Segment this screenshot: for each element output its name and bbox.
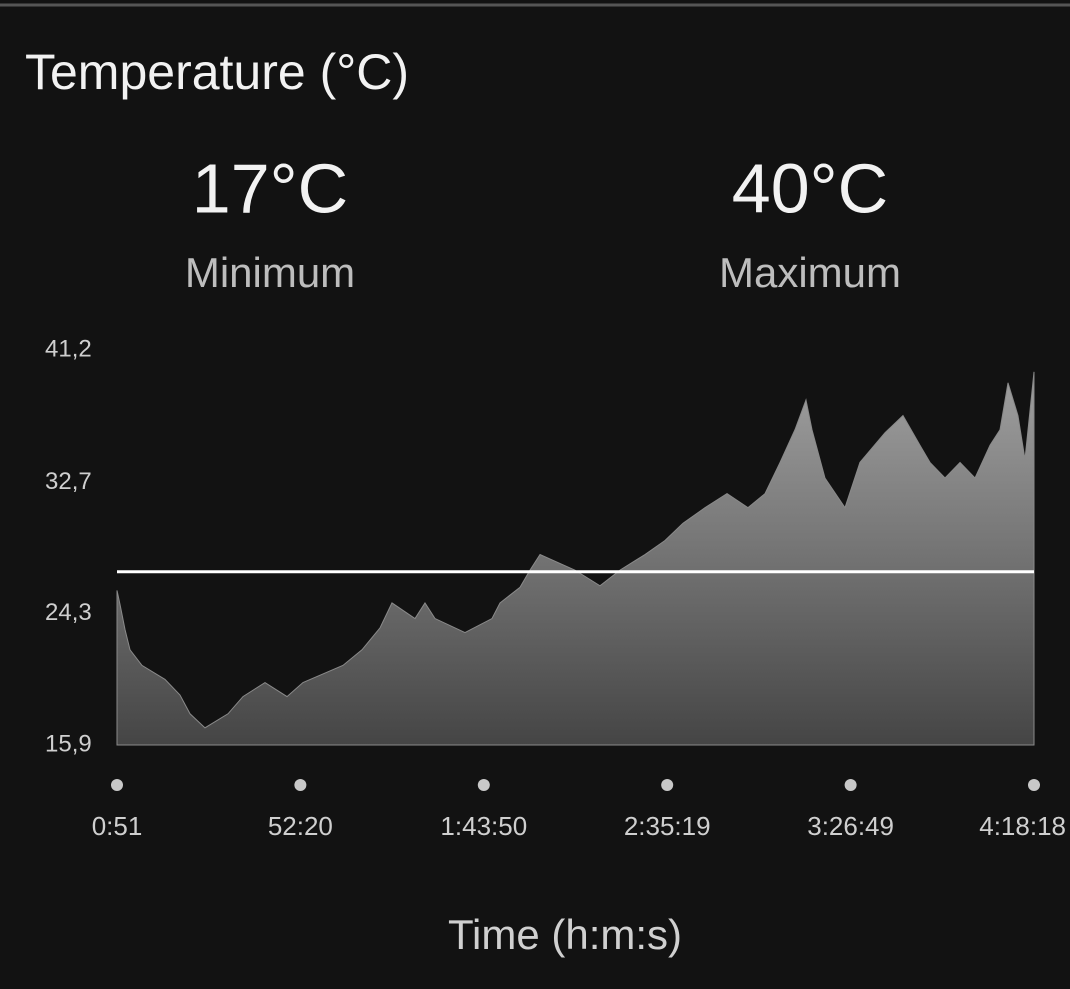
x-tick-dot [1028,779,1040,791]
y-tick-label: 41,2 [45,335,92,362]
y-tick-label: 15,9 [45,730,92,757]
x-tick-dot [661,779,674,791]
x-tick-label: 1:43:50 [440,811,527,841]
x-tick-dot [294,779,307,791]
x-tick-label: 52:20 [268,811,333,841]
stat-label: Minimum [185,249,355,296]
stat-label: Maximum [719,249,901,296]
x-tick-dot [111,779,123,791]
area [116,371,1035,746]
x-tick-label: 4:18:18 [979,811,1066,841]
stat-value: 17°C [192,149,348,227]
x-tick-dot [477,779,490,791]
y-tick-label: 32,7 [45,468,92,495]
y-tick-label: 24,3 [45,599,92,626]
chart-title: Temperature (°C) [25,44,409,100]
stat-value: 40°C [732,149,888,227]
x-tick-label: 3:26:49 [807,811,894,841]
x-tick-label: 2:35:19 [624,811,711,841]
x-axis-title: Time (h:m:s) [448,911,682,958]
x-tick-dot [844,779,857,791]
x-tick-label: 0:51 [92,811,143,841]
